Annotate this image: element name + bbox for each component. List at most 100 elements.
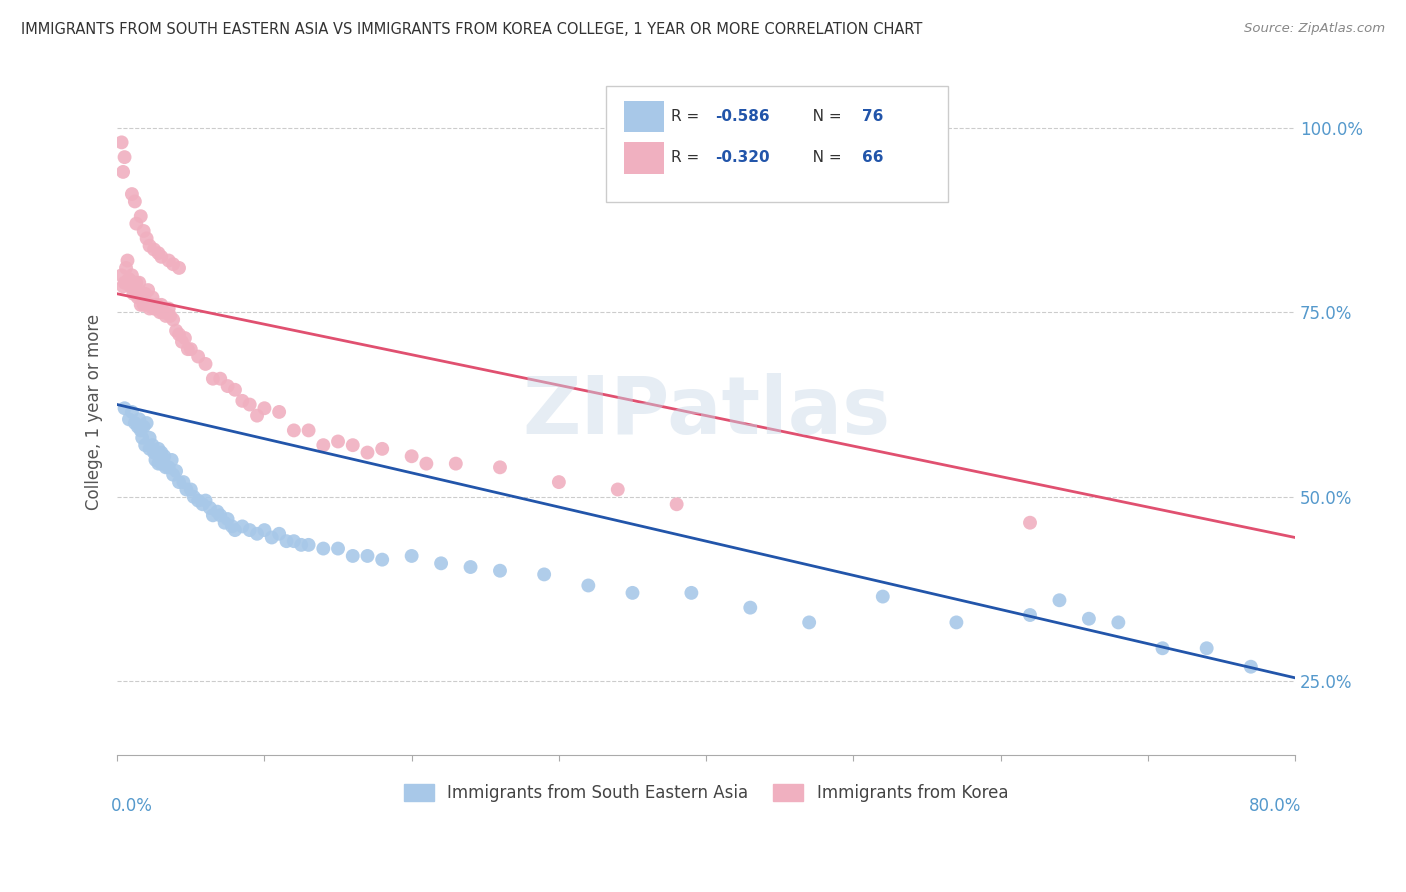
Point (167, 327, 190, 342)
Point (194, 493, 217, 508)
Point (114, 401, 136, 416)
Point (120, 279, 142, 293)
Point (118, 272, 141, 286)
Point (191, 497, 214, 511)
Point (799, 615, 821, 630)
Text: 66: 66 (862, 151, 883, 165)
Point (155, 309, 177, 323)
Point (135, 416, 157, 430)
Point (460, 560, 482, 574)
Point (129, 298, 152, 312)
Point (148, 301, 170, 316)
Point (621, 586, 644, 600)
Point (312, 438, 335, 452)
Point (444, 457, 467, 471)
Point (283, 534, 305, 549)
Point (401, 549, 423, 563)
FancyBboxPatch shape (624, 101, 664, 132)
Point (124, 283, 146, 297)
Point (1152, 641, 1174, 656)
Text: 0.0%: 0.0% (111, 797, 153, 814)
Point (606, 483, 628, 497)
Point (489, 460, 512, 475)
Point (148, 246, 170, 260)
Text: R =: R = (671, 151, 704, 165)
Point (150, 445, 173, 459)
Point (162, 257, 184, 271)
Point (371, 442, 394, 456)
Point (155, 460, 177, 475)
Point (201, 372, 224, 386)
FancyBboxPatch shape (624, 142, 664, 174)
Point (872, 590, 894, 604)
Point (246, 409, 269, 423)
Point (415, 457, 437, 471)
Point (217, 512, 239, 526)
Point (117, 253, 139, 268)
Point (145, 301, 167, 316)
Point (112, 279, 135, 293)
Point (174, 331, 197, 345)
Point (180, 483, 202, 497)
Point (167, 260, 190, 275)
Point (135, 231, 157, 245)
Point (132, 224, 155, 238)
Point (170, 334, 193, 349)
Text: -0.320: -0.320 (716, 151, 770, 165)
Point (153, 449, 176, 463)
Point (141, 290, 163, 304)
Point (547, 475, 569, 489)
Point (253, 523, 276, 537)
Point (149, 305, 172, 319)
Point (312, 541, 335, 556)
Point (131, 286, 153, 301)
Point (576, 578, 599, 592)
Point (121, 405, 143, 419)
Point (122, 286, 145, 301)
Point (135, 298, 157, 312)
Point (224, 523, 246, 537)
Point (121, 268, 143, 283)
Point (132, 298, 155, 312)
Point (131, 431, 153, 445)
Point (430, 557, 453, 571)
Point (118, 412, 141, 426)
Point (132, 419, 155, 434)
Point (239, 523, 262, 537)
Point (143, 301, 166, 316)
Point (143, 243, 166, 257)
Point (945, 615, 967, 630)
Point (276, 534, 298, 549)
Point (125, 276, 148, 290)
Point (187, 493, 209, 508)
Point (127, 290, 149, 304)
Point (138, 301, 160, 316)
Point (134, 286, 156, 301)
Point (114, 276, 136, 290)
Point (401, 449, 423, 463)
Point (326, 541, 349, 556)
Point (129, 424, 152, 438)
Point (157, 253, 180, 268)
Point (342, 438, 364, 452)
Point (152, 305, 174, 319)
Point (187, 350, 209, 364)
Point (146, 298, 169, 312)
Text: 80.0%: 80.0% (1249, 797, 1301, 814)
Point (217, 379, 239, 393)
Point (134, 438, 156, 452)
Point (290, 538, 312, 552)
Point (143, 445, 166, 459)
Point (239, 398, 262, 412)
Point (148, 457, 170, 471)
Point (112, 165, 135, 179)
Point (356, 549, 378, 563)
Point (110, 268, 132, 283)
Point (160, 453, 183, 467)
Point (297, 424, 319, 438)
Point (224, 383, 246, 397)
Point (209, 372, 232, 386)
Point (162, 312, 184, 326)
Point (148, 442, 170, 456)
Point (124, 194, 146, 209)
